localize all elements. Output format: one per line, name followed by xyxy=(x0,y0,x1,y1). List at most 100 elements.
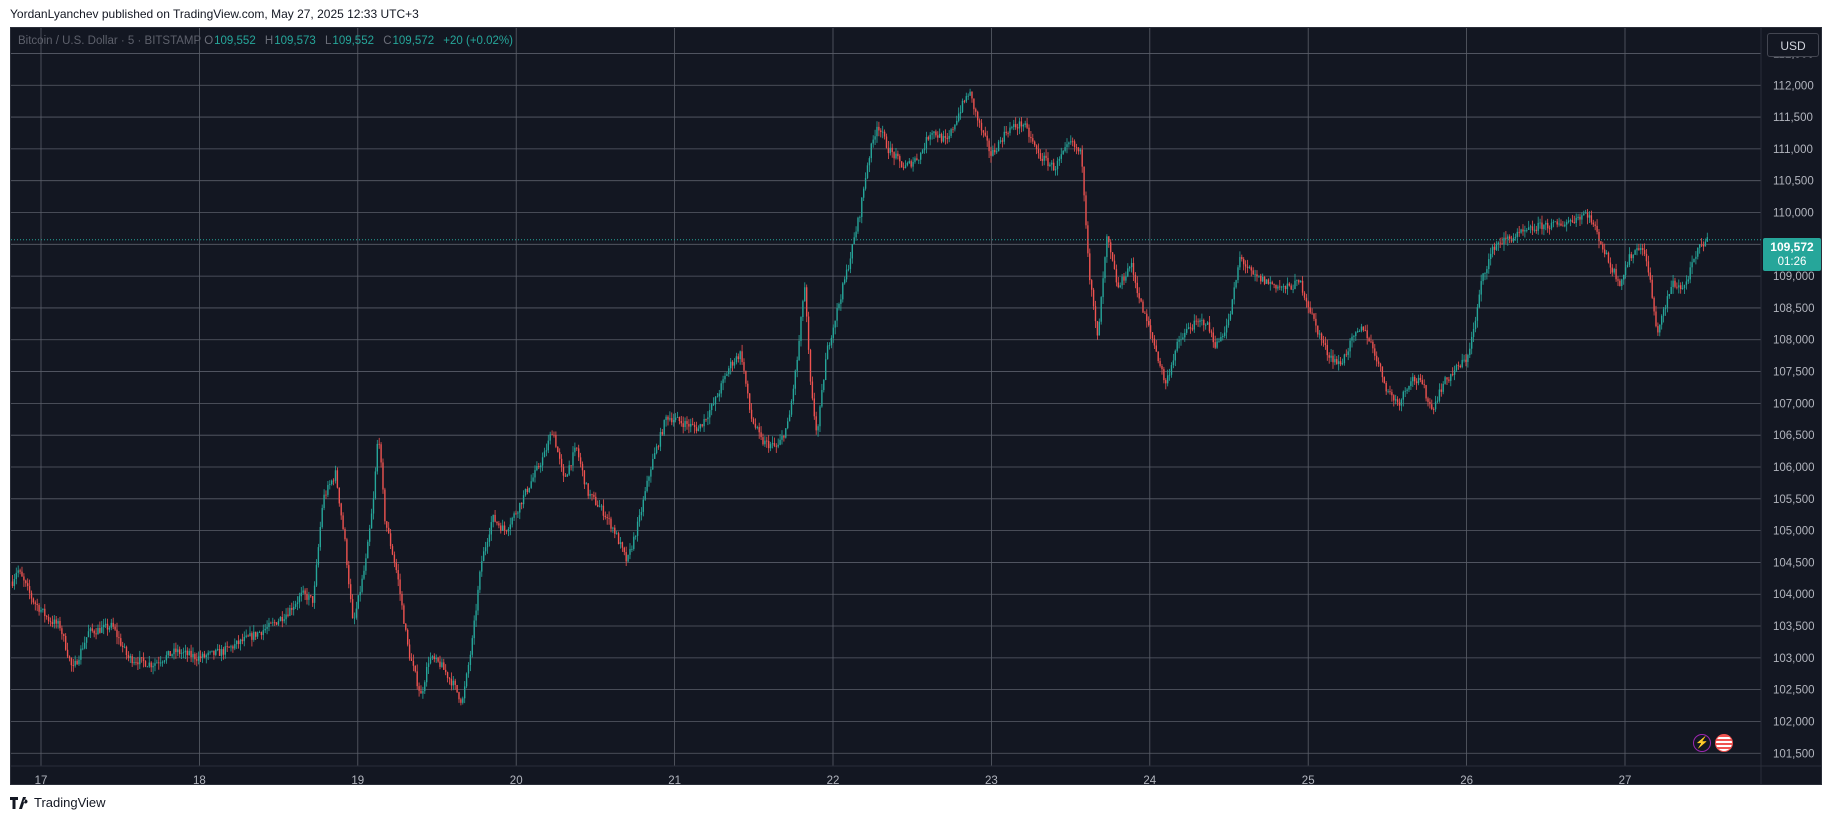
candle-body xyxy=(1009,127,1011,134)
candle-body xyxy=(798,340,800,360)
candle-body xyxy=(1056,160,1059,170)
candle-body xyxy=(1594,224,1596,226)
candle-body xyxy=(1463,359,1465,361)
candle-body xyxy=(441,662,443,667)
candle-body xyxy=(1702,244,1705,247)
candle-body xyxy=(1032,138,1034,142)
candle-body xyxy=(804,287,806,302)
candle-body xyxy=(72,665,74,667)
candle-body xyxy=(291,607,293,610)
candle-body xyxy=(1619,280,1621,286)
currency-button[interactable]: USD xyxy=(1767,33,1819,57)
candle-body xyxy=(1248,267,1251,269)
candle-body xyxy=(192,654,194,658)
candle-body xyxy=(1130,262,1133,268)
candle-body xyxy=(534,470,536,478)
candle-body xyxy=(1596,225,1598,232)
candle-body xyxy=(1033,141,1036,146)
candle-body xyxy=(716,396,719,398)
candle-body xyxy=(1685,281,1688,285)
candle-body xyxy=(254,631,257,637)
us-flag-icon[interactable] xyxy=(1715,734,1733,752)
candle-body xyxy=(994,149,996,153)
candle-body xyxy=(1172,360,1175,366)
candle-body xyxy=(1499,242,1501,244)
y-tick-label: 107,000 xyxy=(1773,398,1815,410)
candle-body xyxy=(120,638,122,646)
candle-body xyxy=(273,622,276,624)
candle-body xyxy=(1527,227,1530,230)
candle-body xyxy=(1201,320,1203,321)
x-tick-label: 21 xyxy=(668,775,681,787)
candle-body xyxy=(1393,395,1395,401)
candle-body xyxy=(671,418,673,423)
candle-body xyxy=(1136,282,1138,294)
candle-body xyxy=(771,443,774,445)
candle-body xyxy=(1590,215,1593,223)
lightning-icon[interactable]: ⚡ xyxy=(1693,734,1711,752)
candle-body xyxy=(1507,236,1509,239)
candle-body xyxy=(1079,149,1081,152)
candle-body xyxy=(450,678,453,686)
candle-body xyxy=(1256,274,1258,277)
candle-body xyxy=(292,606,295,610)
candle-body xyxy=(228,646,230,648)
candle-body xyxy=(826,345,829,360)
y-tick-label: 108,500 xyxy=(1773,303,1815,315)
candle-body xyxy=(710,404,713,411)
candle-body xyxy=(805,287,808,317)
candle-body xyxy=(1560,223,1562,226)
candle-body xyxy=(1638,248,1640,250)
candle-body xyxy=(602,505,605,516)
candle-body xyxy=(598,506,601,508)
candle-body xyxy=(764,440,766,445)
candle-body xyxy=(1419,377,1422,381)
candle-body xyxy=(422,691,424,694)
candle-body xyxy=(327,484,329,495)
candle-body xyxy=(1054,169,1057,171)
candle-body xyxy=(1328,355,1330,358)
candle-body xyxy=(197,656,200,661)
candle-body xyxy=(1383,377,1385,383)
candle-body xyxy=(933,131,935,134)
candle-body xyxy=(496,521,498,524)
candle-body xyxy=(832,327,834,338)
candle-body xyxy=(1003,131,1005,142)
candle-body xyxy=(101,627,103,633)
candle-body xyxy=(593,494,595,497)
candle-body xyxy=(1457,365,1460,367)
candle-body xyxy=(1659,324,1661,333)
candle-body xyxy=(1261,276,1264,282)
candle-body xyxy=(653,453,656,459)
candle-body xyxy=(249,633,251,637)
tradingview-logo-icon xyxy=(10,796,28,809)
candle-body xyxy=(1609,262,1612,268)
candle-body xyxy=(1691,262,1693,268)
candle-body xyxy=(1651,279,1653,298)
candle-body xyxy=(847,269,850,270)
candle-body xyxy=(1204,324,1207,326)
candle-body xyxy=(310,595,312,597)
candle-body xyxy=(1292,289,1294,290)
candle-body xyxy=(1216,341,1218,348)
candle-body xyxy=(522,495,525,505)
candle-body xyxy=(956,120,958,125)
candle-body xyxy=(655,446,658,454)
candle-body xyxy=(980,122,983,131)
candle-body xyxy=(674,417,677,421)
chart-axes: 101,500 102,000 102,500 103,000 103,500 104,0… xyxy=(11,28,1821,787)
candle-body xyxy=(378,443,380,445)
candle-body xyxy=(1326,345,1328,356)
candle-body xyxy=(503,525,506,531)
candle-body xyxy=(1222,335,1224,337)
candle-body xyxy=(1277,286,1279,289)
candle-body xyxy=(1584,212,1587,214)
candle-body xyxy=(226,646,228,648)
candle-body xyxy=(302,590,304,593)
candle-body xyxy=(937,135,939,138)
candle-body xyxy=(376,443,378,472)
candle-body xyxy=(106,623,109,630)
candle-body xyxy=(1643,249,1646,254)
candle-body xyxy=(1024,123,1026,125)
